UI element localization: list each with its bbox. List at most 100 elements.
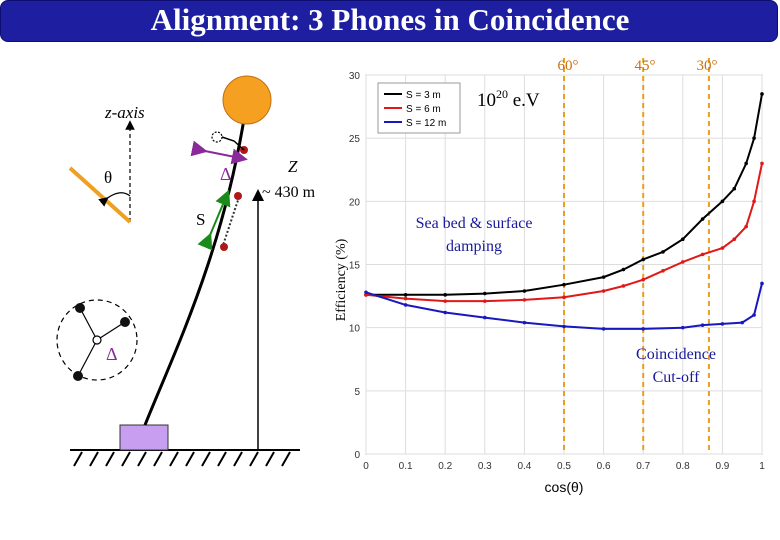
series-line xyxy=(365,283,763,330)
title-bar xyxy=(0,0,778,42)
y-tick-label: 30 xyxy=(349,71,361,82)
data-point xyxy=(601,327,606,331)
data-point xyxy=(364,293,368,297)
seabed-label-line2: damping xyxy=(446,238,502,255)
data-point xyxy=(621,284,626,288)
data-point xyxy=(700,252,705,257)
data-point xyxy=(364,290,368,295)
x-tick-label: 0.5 xyxy=(557,461,571,472)
y-tick-label: 25 xyxy=(349,134,361,145)
x-tick-label: 0.1 xyxy=(399,461,413,472)
data-point xyxy=(443,293,448,297)
phone-top-view xyxy=(75,303,85,313)
angle-60-label: 60° xyxy=(558,58,579,74)
data-point xyxy=(641,277,645,282)
y-tick-label: 10 xyxy=(349,324,361,335)
data-point xyxy=(720,199,725,204)
data-point xyxy=(562,282,566,287)
z-axis-label: z-axis xyxy=(104,103,145,122)
data-point xyxy=(752,313,756,317)
legend-entry: S = 6 m xyxy=(406,104,441,115)
data-point xyxy=(403,296,408,301)
coil-icon xyxy=(211,131,223,143)
phone-node-bottom xyxy=(220,243,228,251)
delta-label: Δ xyxy=(220,164,232,184)
x-axis-label: cos(θ) xyxy=(545,479,584,495)
x-tick-label: 0 xyxy=(363,461,369,472)
phone-top-view xyxy=(73,371,83,381)
y-axis-label: Efficiency (%) xyxy=(334,238,349,321)
data-point xyxy=(522,320,527,325)
delta-arrow xyxy=(190,140,248,165)
data-point xyxy=(601,289,606,293)
x-tick-label: 0.6 xyxy=(597,461,611,472)
data-point xyxy=(732,186,737,191)
data-point xyxy=(752,199,756,204)
data-point xyxy=(720,246,725,250)
center-line-node xyxy=(92,335,102,345)
data-point xyxy=(483,291,487,296)
data-point xyxy=(760,161,764,166)
incident-track xyxy=(68,166,132,224)
delta-bottom-label: Δ xyxy=(106,344,118,364)
x-tick-label: 0.8 xyxy=(676,461,690,472)
chart-legend: S = 3 m S = 6 m S = 12 m xyxy=(377,82,461,134)
data-point xyxy=(483,315,487,320)
triplet-top-view: Δ xyxy=(56,299,138,381)
data-point xyxy=(562,295,566,300)
chart-series xyxy=(364,92,764,331)
phone-top-view xyxy=(120,317,130,327)
data-point xyxy=(681,237,685,242)
coincidence-lines xyxy=(563,58,710,454)
data-point xyxy=(732,237,737,242)
data-point xyxy=(522,289,527,293)
data-point xyxy=(562,324,566,329)
buoy xyxy=(222,75,272,125)
data-point xyxy=(760,92,764,96)
theta-arc xyxy=(98,192,131,207)
seabed-hatching xyxy=(73,451,291,467)
height-label: ~ 430 m xyxy=(262,184,316,201)
x-tick-label: 0.2 xyxy=(438,461,452,472)
data-point xyxy=(601,275,606,279)
y-tick-label: 20 xyxy=(349,197,361,208)
data-point xyxy=(681,260,685,264)
data-point xyxy=(443,299,448,303)
data-point xyxy=(681,325,685,330)
angle-30-label: 30° xyxy=(697,58,718,74)
y-tick-label: 5 xyxy=(354,387,360,398)
data-point xyxy=(661,269,665,273)
y-tick-label: 0 xyxy=(354,450,360,461)
slide-title: Alignment: 3 Phones in Coincidence xyxy=(150,2,630,37)
x-tick-label: 0.3 xyxy=(478,461,492,472)
phone-node-mid xyxy=(234,192,242,200)
data-point xyxy=(700,217,705,221)
data-point xyxy=(403,293,408,297)
data-point xyxy=(661,250,665,254)
data-point xyxy=(744,161,748,166)
x-tick-label: 1 xyxy=(759,461,765,472)
efficiency-chart: 0 5 10 15 20 25 30 0 0.1 0.2 0.3 0.4 0.5 0.6 0.7 0.8 0.9… xyxy=(334,58,765,495)
legend-entry: S = 12 m xyxy=(406,118,446,129)
data-point xyxy=(443,310,448,315)
cutoff-label-line1: Coincidence xyxy=(636,346,716,363)
data-point xyxy=(483,299,487,303)
seabed-label-line1: Sea bed & surface xyxy=(416,215,533,232)
triplet-circle xyxy=(56,299,138,381)
data-point xyxy=(760,281,764,286)
s-arrow xyxy=(197,189,231,251)
angle-45-label: 45° xyxy=(635,58,656,74)
anchor-block xyxy=(119,424,169,451)
y-tick-label: 15 xyxy=(349,261,361,272)
energy-label: 1020 e.V xyxy=(477,87,540,111)
data-point xyxy=(522,298,527,302)
data-point xyxy=(740,320,744,325)
data-point xyxy=(752,136,756,140)
z-label: Z xyxy=(288,157,298,176)
data-point xyxy=(744,224,748,229)
mooring-diagram: Δ S Z ~ 430 m z-axis θ Δ xyxy=(56,75,316,467)
data-point xyxy=(720,322,725,326)
theta-label: θ xyxy=(104,168,112,187)
x-tick-label: 0.4 xyxy=(517,461,531,472)
